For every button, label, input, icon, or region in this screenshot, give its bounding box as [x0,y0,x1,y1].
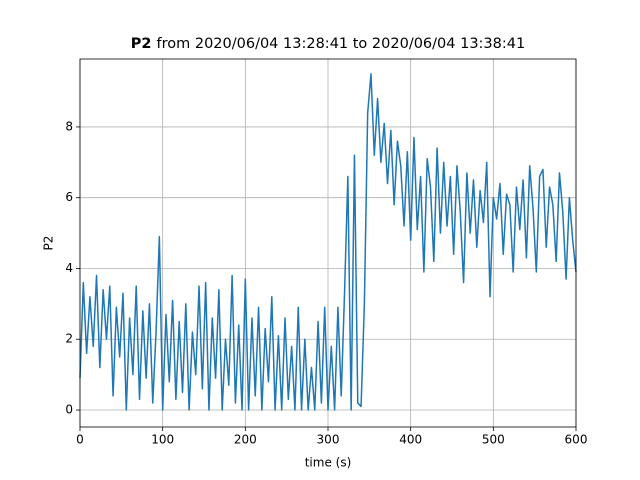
chart-title: P2 from 2020/06/04 13:28:41 to 2020/06/04… [131,36,525,52]
x-tick-label: 600 [565,433,588,447]
y-tick-label: 6 [65,190,73,204]
y-tick-label: 0 [65,403,73,417]
x-tick-label: 100 [151,433,174,447]
line-series [79,73,577,411]
y-axis-label: P2 [42,236,56,251]
x-tick-label: 400 [399,433,422,447]
x-axis-label: time (s) [305,456,352,470]
x-tick-label: 200 [234,433,257,447]
title-bold: P2 [131,36,152,52]
x-tick-label: 300 [317,433,340,447]
x-tick-label: 500 [482,433,505,447]
x-tick-label: 0 [76,433,84,447]
title-rest: from 2020/06/04 13:28:41 to 2020/06/04 1… [156,36,525,52]
y-tick-label: 4 [65,261,73,275]
axes-frame [79,58,577,428]
y-tick-label: 2 [65,332,73,346]
y-tick-label: 8 [65,119,73,133]
